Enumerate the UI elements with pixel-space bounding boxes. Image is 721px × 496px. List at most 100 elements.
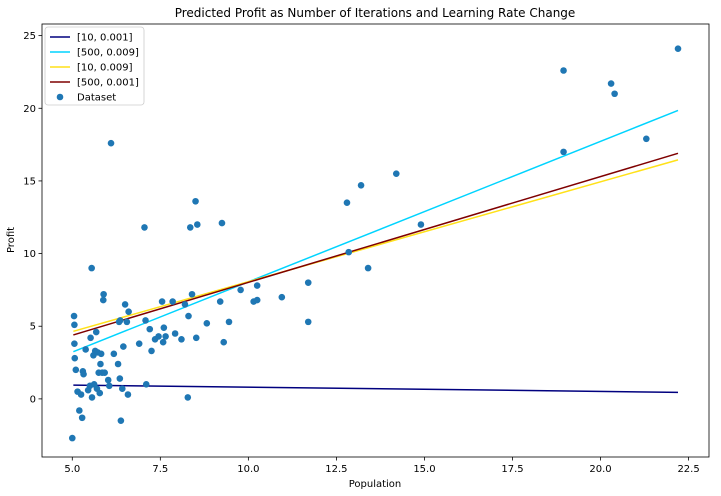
data-point xyxy=(101,369,108,377)
data-point xyxy=(120,343,127,350)
data-point xyxy=(107,139,115,147)
legend-label: [500, 0.009] xyxy=(77,48,139,59)
y-tick-label: 10 xyxy=(23,249,36,260)
data-point xyxy=(87,334,94,342)
legend-box xyxy=(44,26,145,106)
y-tick-label: 5 xyxy=(30,322,36,333)
data-point xyxy=(155,333,162,340)
y-tick-label: 25 xyxy=(23,31,36,42)
data-point xyxy=(171,330,179,337)
legend: [10, 0.001] [500, 0.009] [10, 0.009] [500, … xyxy=(44,26,145,106)
data-point xyxy=(70,312,78,320)
dataset-points xyxy=(68,45,682,442)
data-point xyxy=(417,221,425,228)
data-point xyxy=(192,334,200,342)
data-point xyxy=(116,375,124,382)
data-point xyxy=(141,224,148,231)
data-point xyxy=(88,264,95,272)
data-point xyxy=(68,434,76,442)
data-point xyxy=(124,391,132,398)
data-point xyxy=(148,347,155,355)
data-point xyxy=(181,301,189,308)
data-point xyxy=(220,338,228,346)
series-line-1 xyxy=(73,384,679,394)
data-point xyxy=(184,394,192,401)
data-point xyxy=(392,170,400,177)
data-point xyxy=(117,417,125,424)
data-point xyxy=(97,350,105,358)
data-point xyxy=(343,199,351,207)
data-point xyxy=(76,407,83,414)
data-point xyxy=(162,333,169,340)
x-tick-label: 12.5 xyxy=(325,464,347,475)
data-point xyxy=(96,389,104,397)
data-point xyxy=(71,354,79,362)
y-tick-label: 15 xyxy=(23,176,36,187)
legend-label: [10, 0.001] xyxy=(77,33,133,44)
data-point xyxy=(72,366,80,374)
data-point xyxy=(178,336,185,343)
y-tick-label: 20 xyxy=(23,104,36,115)
data-point xyxy=(114,360,122,368)
data-point xyxy=(253,282,261,289)
data-point xyxy=(216,298,224,305)
data-point xyxy=(135,340,143,347)
x-tick-label: 10.0 xyxy=(237,464,259,475)
data-point xyxy=(345,248,353,256)
data-point xyxy=(99,296,107,304)
data-point xyxy=(304,279,312,286)
data-point xyxy=(100,290,107,298)
data-point xyxy=(77,391,85,398)
data-point xyxy=(71,321,78,329)
data-point xyxy=(169,298,176,305)
series-line-2 xyxy=(73,109,679,353)
y-tick-label: 0 xyxy=(30,394,36,405)
data-point xyxy=(278,293,286,301)
data-point xyxy=(97,360,104,368)
data-point xyxy=(78,414,86,422)
legend-label: [10, 0.009] xyxy=(77,63,133,74)
data-point xyxy=(142,381,150,388)
series-line-4 xyxy=(73,152,679,336)
data-point xyxy=(674,45,682,53)
x-tick-label: 15.0 xyxy=(413,464,435,475)
data-point xyxy=(203,320,211,327)
data-point xyxy=(146,325,154,333)
data-point xyxy=(364,264,372,272)
data-point xyxy=(185,312,192,320)
data-point xyxy=(560,67,567,74)
data-point xyxy=(192,197,199,205)
data-point xyxy=(110,350,118,358)
data-point xyxy=(611,90,618,98)
x-tick-label: 17.5 xyxy=(501,464,523,475)
x-tick-label: 7.5 xyxy=(152,464,168,475)
data-point xyxy=(92,328,100,336)
data-point xyxy=(643,135,650,143)
x-axis-label: Population xyxy=(349,479,402,490)
data-point xyxy=(188,290,196,298)
y-axis-label: Profit xyxy=(6,227,17,253)
x-tick-label: 5.0 xyxy=(64,464,80,475)
data-point xyxy=(105,382,113,390)
legend-label: Dataset xyxy=(77,93,116,104)
data-point xyxy=(218,219,226,227)
data-point xyxy=(194,221,201,228)
data-point xyxy=(121,301,129,308)
y-axis-ticks: 0 5 10 15 20 25 xyxy=(23,31,42,405)
legend-label: [500, 0.001] xyxy=(77,78,139,89)
data-point xyxy=(225,318,233,326)
legend-swatch xyxy=(56,93,64,101)
data-point xyxy=(80,370,87,378)
data-point xyxy=(304,318,312,326)
data-point xyxy=(104,376,112,384)
data-point xyxy=(237,286,244,294)
plot-frame xyxy=(41,23,710,458)
data-point xyxy=(142,317,149,324)
x-axis-ticks: 5.0 7.5 10.0 12.5 15.0 17.5 20.0 22.5 xyxy=(64,457,700,475)
x-tick-label: 22.5 xyxy=(677,464,699,475)
data-point xyxy=(125,308,132,315)
data-point xyxy=(186,224,194,231)
data-point xyxy=(159,338,167,346)
data-point xyxy=(607,80,615,87)
